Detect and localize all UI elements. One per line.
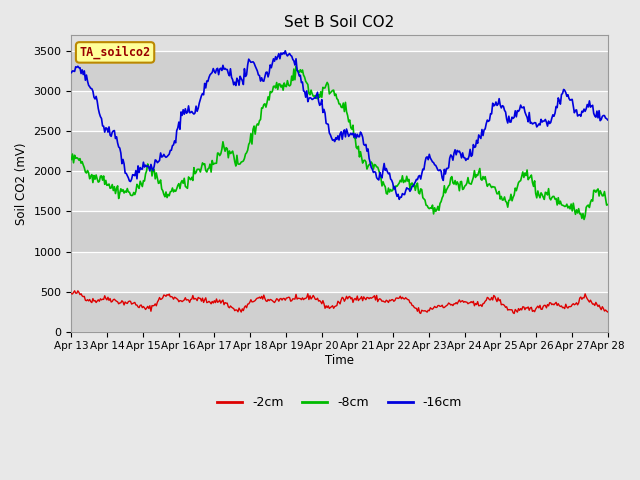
X-axis label: Time: Time <box>325 354 354 367</box>
Legend: -2cm, -8cm, -16cm: -2cm, -8cm, -16cm <box>212 391 467 414</box>
Bar <box>72 212 608 252</box>
Title: Set B Soil CO2: Set B Soil CO2 <box>284 15 395 30</box>
Bar <box>72 91 608 132</box>
Text: TA_soilco2: TA_soilco2 <box>79 46 150 59</box>
Bar <box>72 132 608 171</box>
Bar <box>72 36 608 51</box>
Bar <box>72 51 608 91</box>
Y-axis label: Soil CO2 (mV): Soil CO2 (mV) <box>15 142 28 225</box>
Bar <box>72 252 608 291</box>
Bar <box>72 171 608 212</box>
Bar <box>72 291 608 332</box>
